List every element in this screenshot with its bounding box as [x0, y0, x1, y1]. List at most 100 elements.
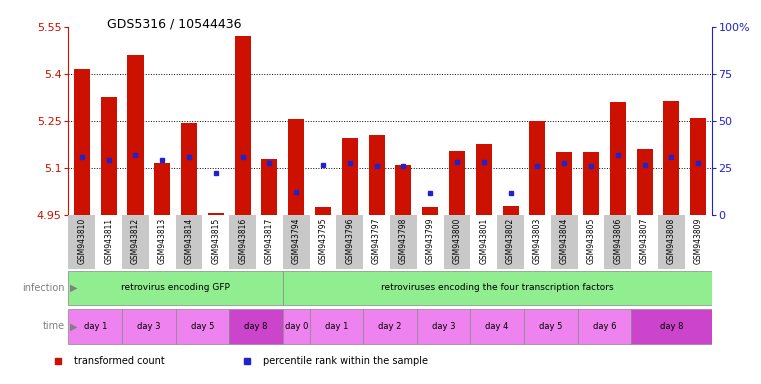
Text: GSM943811: GSM943811 [104, 218, 113, 264]
Bar [181, 122, 197, 215]
Text: time: time [43, 321, 65, 331]
Bar [310, 215, 336, 269]
Bar [658, 215, 685, 269]
Text: GSM943805: GSM943805 [587, 218, 595, 264]
Bar [122, 215, 149, 269]
Text: retrovirus encoding GFP: retrovirus encoding GFP [121, 283, 230, 293]
Bar [417, 309, 470, 344]
Bar [578, 215, 604, 269]
Bar [95, 215, 122, 269]
Bar [229, 215, 256, 269]
Bar [68, 215, 95, 269]
Bar [631, 215, 658, 269]
Bar [390, 215, 417, 269]
Text: GSM943802: GSM943802 [506, 218, 515, 264]
Text: GSM943814: GSM943814 [185, 218, 193, 264]
Text: GSM943809: GSM943809 [693, 218, 702, 264]
Text: day 8: day 8 [244, 322, 268, 331]
Bar [470, 309, 524, 344]
Bar [283, 309, 310, 344]
Bar [578, 309, 631, 344]
Text: day 6: day 6 [593, 322, 616, 331]
Bar [449, 151, 465, 215]
Bar [283, 215, 310, 269]
Text: GSM943817: GSM943817 [265, 218, 274, 264]
Text: day 3: day 3 [431, 322, 455, 331]
Text: day 4: day 4 [486, 322, 509, 331]
Text: day 3: day 3 [137, 322, 161, 331]
Bar [530, 121, 546, 215]
Bar [176, 309, 229, 344]
Bar [256, 215, 283, 269]
Bar [342, 138, 358, 215]
Bar [363, 215, 390, 269]
Text: GSM943796: GSM943796 [345, 218, 355, 264]
Bar [631, 309, 712, 344]
Bar [690, 118, 706, 215]
Text: ▶: ▶ [70, 321, 78, 331]
Bar [229, 309, 283, 344]
Bar [396, 165, 412, 215]
Bar [470, 215, 497, 269]
Bar [154, 163, 170, 215]
Bar [417, 215, 444, 269]
Text: percentile rank within the sample: percentile rank within the sample [263, 356, 428, 366]
Bar [68, 309, 122, 344]
Bar [476, 144, 492, 215]
Bar [368, 135, 384, 215]
Bar [122, 309, 176, 344]
Text: GSM943813: GSM943813 [158, 218, 167, 264]
Bar [283, 271, 712, 305]
Bar [176, 215, 202, 269]
Bar [68, 271, 283, 305]
Bar [127, 55, 144, 215]
Bar [74, 69, 90, 215]
Text: GSM943816: GSM943816 [238, 218, 247, 264]
Text: GSM943808: GSM943808 [667, 218, 676, 264]
Text: GSM943797: GSM943797 [372, 218, 381, 264]
Bar [310, 309, 363, 344]
Text: GSM943798: GSM943798 [399, 218, 408, 264]
Bar [234, 36, 250, 215]
Bar [422, 207, 438, 215]
Bar [363, 309, 417, 344]
Bar [202, 215, 229, 269]
Text: GSM943795: GSM943795 [319, 218, 327, 264]
Text: GSM943807: GSM943807 [640, 218, 649, 264]
Text: day 8: day 8 [660, 322, 683, 331]
Bar [497, 215, 524, 269]
Bar [685, 215, 712, 269]
Text: GSM943800: GSM943800 [453, 218, 461, 264]
Bar [288, 119, 304, 215]
Text: transformed count: transformed count [74, 356, 164, 366]
Text: day 1: day 1 [84, 322, 107, 331]
Bar [502, 205, 519, 215]
Bar [524, 215, 551, 269]
Text: GSM943804: GSM943804 [559, 218, 568, 264]
Bar [583, 152, 599, 215]
Bar [208, 214, 224, 215]
Bar [551, 215, 578, 269]
Text: day 1: day 1 [325, 322, 348, 331]
Text: retroviruses encoding the four transcription factors: retroviruses encoding the four transcrip… [380, 283, 613, 293]
Bar [315, 207, 331, 215]
Text: GSM943801: GSM943801 [479, 218, 489, 264]
Bar [262, 159, 278, 215]
Text: GDS5316 / 10544436: GDS5316 / 10544436 [107, 17, 241, 30]
Bar [610, 102, 626, 215]
Text: GSM943794: GSM943794 [291, 218, 301, 264]
Bar [336, 215, 363, 269]
Text: day 5: day 5 [191, 322, 214, 331]
Bar [556, 152, 572, 215]
Text: GSM943799: GSM943799 [425, 218, 435, 264]
Bar [444, 215, 470, 269]
Bar [524, 309, 578, 344]
Text: GSM943815: GSM943815 [212, 218, 221, 264]
Bar [100, 98, 116, 215]
Bar [664, 101, 680, 215]
Text: GSM943810: GSM943810 [78, 218, 87, 264]
Bar [149, 215, 176, 269]
Text: GSM943803: GSM943803 [533, 218, 542, 264]
Text: ▶: ▶ [70, 283, 78, 293]
Text: GSM943806: GSM943806 [613, 218, 622, 264]
